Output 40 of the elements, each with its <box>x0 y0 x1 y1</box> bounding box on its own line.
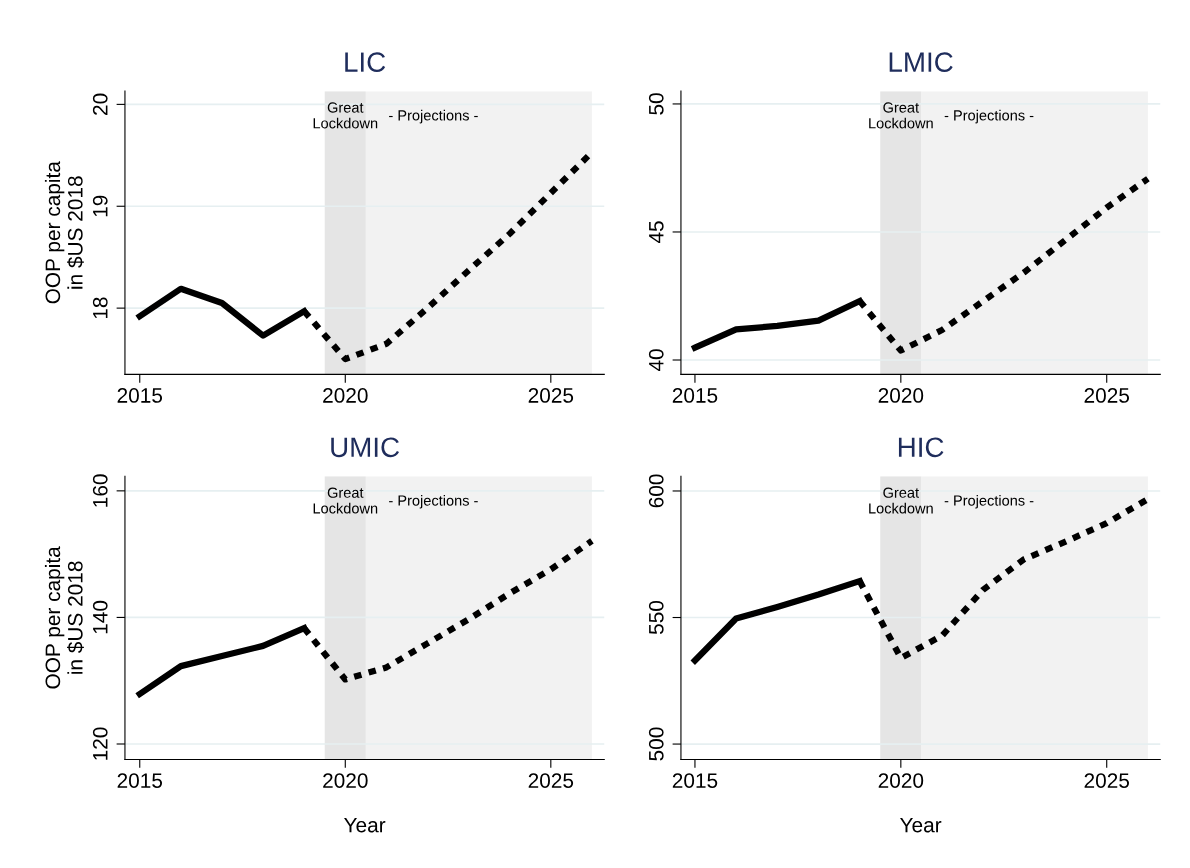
y-tick-label: 500 <box>648 727 664 761</box>
band-label: - Projections - <box>944 494 1034 509</box>
x-tick-label: 2020 <box>323 773 368 788</box>
x-tick-label: 2015 <box>117 388 163 403</box>
x-tick-label: 2025 <box>1084 773 1130 788</box>
x-tick-label: 2020 <box>323 388 368 403</box>
y-tick-label: 20 <box>92 93 108 115</box>
x-tick-label: 2025 <box>528 773 574 788</box>
y-tick-label: 160 <box>92 474 108 507</box>
band-label: - Projections - <box>389 494 478 509</box>
y-tick-label: 18 <box>92 297 108 319</box>
y-tick-label: 600 <box>648 474 664 508</box>
y-axis-title: OOP per capita in $US 2018 <box>44 546 84 689</box>
band-label: Great Lockdown <box>869 487 933 514</box>
y-tick-label: 120 <box>92 727 108 760</box>
x-axis-title: Year <box>900 817 942 833</box>
chart-title: UMIC <box>331 437 400 458</box>
x-axis-title: Year <box>344 817 386 833</box>
y-axis-title: OOP per capita in $US 2018 <box>44 161 84 304</box>
y-tick-label: 19 <box>92 195 108 217</box>
band-label: Great Lockdown <box>313 487 378 514</box>
chart-title: HIC <box>898 437 944 458</box>
band-label: - Projections - <box>944 109 1034 124</box>
band-label: Great Lockdown <box>869 102 933 129</box>
chart-title: LMIC <box>889 52 953 72</box>
y-tick-label: 40 <box>648 349 664 372</box>
band-label: Great Lockdown <box>313 102 378 129</box>
x-tick-label: 2020 <box>878 388 924 403</box>
x-tick-label: 2015 <box>672 773 718 788</box>
x-tick-label: 2015 <box>672 388 718 403</box>
band-label: - Projections - <box>389 109 478 124</box>
y-tick-label: 50 <box>648 93 664 115</box>
x-tick-label: 2025 <box>528 388 574 403</box>
x-tick-label: 2015 <box>117 773 163 788</box>
y-tick-label: 550 <box>648 600 664 635</box>
chart-title: LIC <box>345 52 386 72</box>
x-tick-label: 2025 <box>1084 388 1130 403</box>
y-tick-label: 45 <box>649 221 664 244</box>
y-tick-label: 140 <box>92 600 108 634</box>
x-tick-label: 2020 <box>878 773 924 788</box>
